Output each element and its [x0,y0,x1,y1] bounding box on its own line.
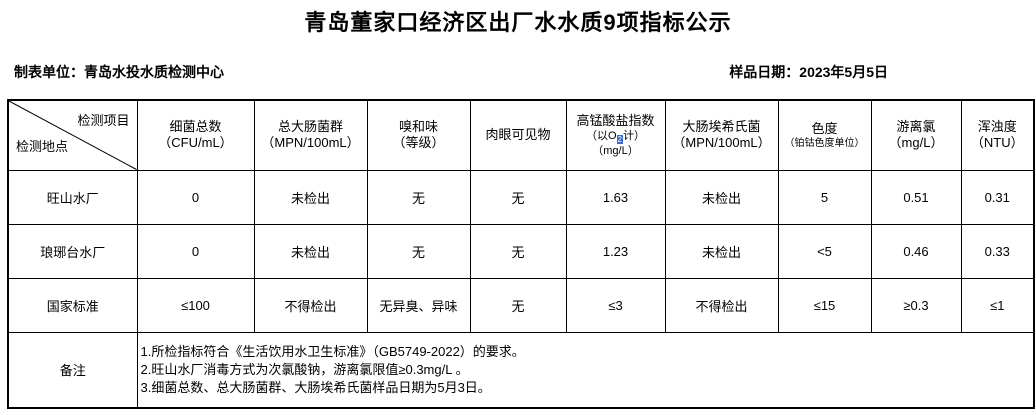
corner-header-cell: 检测项目 检测地点 [7,99,138,171]
column-header-permanganate-index: 高锰酸盐指数 （以O2计） （mg/L） [565,99,666,171]
column-header-odor-taste: 嗅和味 （等级） [366,99,471,171]
cell-value: ≤100 [136,277,255,333]
cell-value: 未检出 [664,223,779,279]
cell-value: 0.46 [870,223,962,279]
water-quality-table: 检测项目 检测地点 细菌总数 （CFU/mL） 总大肠菌群 （MPN/100mL… [7,99,1035,409]
table-row-wangshan: 旺山水厂 0 未检出 无 无 1.63 未检出 5 0.51 0.31 [7,169,1035,225]
cell-value: 无 [469,223,567,279]
report-maker-label: 制表单位：青岛水投水质检测中心 [14,64,224,80]
cell-value: 未检出 [664,169,779,225]
column-header-ecoli: 大肠埃希氏菌 （MPN/100mL） [664,99,779,171]
site-name: 国家标准 [7,277,138,333]
cell-value: ≤3 [565,277,666,333]
remarks-label: 备注 [7,331,138,409]
site-name: 琅琊台水厂 [7,223,138,279]
column-header-bacteria: 细菌总数 （CFU/mL） [136,99,255,171]
cell-value: <5 [777,223,872,279]
diagonal-divider-line [9,101,137,170]
column-header-total-coliform: 总大肠菌群 （MPN/100mL） [253,99,368,171]
cell-value: 无 [469,169,567,225]
cell-value: 不得检出 [253,277,368,333]
remark-line-3: 3.细菌总数、总大肠菌群、大肠埃希氏菌样品日期为5月3日。 [140,379,491,395]
remarks-content: 1.所检指标符合《生活饮用水卫生标准》（GB5749-2022）的要求。 2.旺… [136,331,1035,409]
meta-row: 制表单位：青岛水投水质检测中心 样品日期：2023年5月5日 [0,62,1036,82]
column-header-free-chlorine: 游离氯 （mg/L） [870,99,962,171]
header-row: 检测项目 检测地点 细菌总数 （CFU/mL） 总大肠菌群 （MPN/100mL… [7,99,1035,171]
column-header-visible-matter: 肉眼可见物 [469,99,567,171]
cell-value: 不得检出 [664,277,779,333]
table-row-langyatai: 琅琊台水厂 0 未检出 无 无 1.23 未检出 <5 0.46 0.33 [7,223,1035,279]
oxygen-subscript: 2 [616,134,623,144]
site-name: 旺山水厂 [7,169,138,225]
cell-value: 无 [366,169,471,225]
cell-value: 0.33 [960,223,1035,279]
cell-value: 0.51 [870,169,962,225]
cell-value: 0.31 [960,169,1035,225]
cell-value: 0 [136,223,255,279]
cell-value: 1.23 [565,223,666,279]
corner-label-sites: 检测地点 [16,138,69,154]
cell-value: 未检出 [253,223,368,279]
cell-value: 未检出 [253,169,368,225]
cell-value: 无 [469,277,567,333]
table-row-national-standard: 国家标准 ≤100 不得检出 无异臭、异味 无 ≤3 不得检出 ≤15 ≥0.3… [7,277,1035,333]
remark-line-2: 2.旺山水厂消毒方式为次氯酸钠，游离氯限值≥0.3mg/L 。 [140,361,469,377]
cell-value: ≤1 [960,277,1035,333]
remarks-row: 备注 1.所检指标符合《生活饮用水卫生标准》（GB5749-2022）的要求。 … [7,331,1035,409]
cell-value: ≥0.3 [870,277,962,333]
corner-label-items: 检测项目 [77,113,130,128]
cell-value: 5 [777,169,872,225]
sample-date-label: 样品日期：2023年5月5日 [729,64,888,80]
cell-value: 无 [366,223,471,279]
cell-value: ≤15 [777,277,872,333]
column-header-chromaticity: 色度 （铂钴色度单位） [777,99,872,171]
cell-value: 无异臭、异味 [366,277,471,333]
column-header-turbidity: 浑浊度 （NTU） [960,99,1035,171]
cell-value: 0 [136,169,255,225]
cell-value: 1.63 [565,169,666,225]
page-title: 青岛董家口经济区出厂水水质9项指标公示 [304,10,732,35]
remark-line-1: 1.所检指标符合《生活饮用水卫生标准》（GB5749-2022）的要求。 [140,343,525,359]
